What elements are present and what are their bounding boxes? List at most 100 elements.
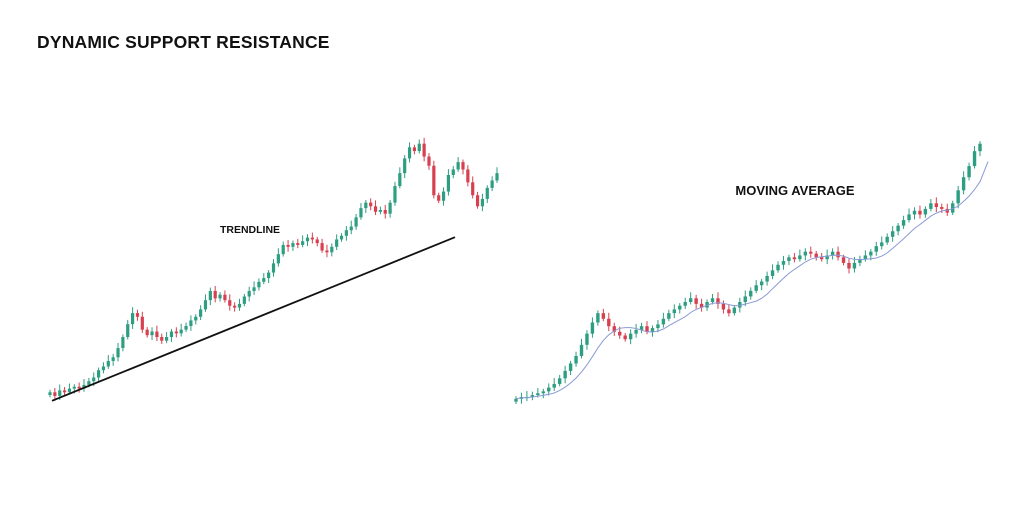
candle-body	[650, 328, 655, 332]
candle	[612, 322, 616, 336]
candle	[819, 253, 824, 262]
candle	[754, 280, 758, 294]
candle	[335, 234, 339, 251]
candle-body	[364, 202, 368, 209]
candle-body	[296, 243, 300, 245]
candle	[281, 241, 285, 257]
candle-body	[885, 236, 889, 243]
candle	[359, 203, 363, 220]
candle-body	[738, 302, 742, 308]
candle	[858, 255, 862, 267]
candle	[716, 292, 720, 309]
page-title: DYNAMIC SUPPORT RESISTANCE	[37, 32, 330, 52]
candle	[437, 192, 441, 204]
candle	[466, 165, 470, 187]
candle-body	[344, 230, 348, 236]
candle	[130, 307, 135, 330]
candle	[271, 259, 276, 277]
candle	[111, 353, 115, 366]
candle-body	[169, 331, 174, 338]
candle	[683, 297, 687, 309]
candle-body	[541, 391, 545, 394]
candle-body	[623, 335, 627, 340]
candle	[135, 309, 140, 321]
candle-body	[672, 309, 677, 314]
candle-body	[803, 251, 808, 256]
candle-body	[72, 386, 76, 389]
candle	[267, 270, 271, 283]
candle-body	[495, 173, 499, 181]
candle-body	[58, 390, 62, 396]
candle-body	[369, 202, 373, 207]
candle-body	[441, 191, 446, 201]
candle-body	[972, 151, 977, 167]
candle-body	[398, 173, 402, 187]
candle	[320, 238, 324, 253]
candle	[667, 309, 671, 322]
candle	[634, 323, 638, 338]
candle	[218, 292, 222, 302]
candle-body	[388, 202, 392, 214]
candle-body	[106, 360, 110, 367]
candle	[759, 278, 764, 291]
candle-body	[320, 243, 324, 251]
candle	[880, 236, 884, 250]
candle	[179, 323, 183, 337]
candle-body	[727, 309, 731, 314]
candle	[798, 249, 802, 262]
candle	[490, 176, 494, 192]
candle	[890, 226, 895, 242]
candle-body	[475, 195, 480, 207]
candle-body	[699, 303, 704, 308]
candle	[330, 243, 334, 257]
candle	[967, 162, 971, 181]
candle	[373, 200, 378, 216]
candle-body	[213, 290, 217, 299]
candle-body	[189, 320, 193, 326]
candle-body	[749, 290, 753, 297]
candle-body	[252, 287, 256, 291]
candle-body	[228, 300, 232, 306]
candle-body	[945, 208, 949, 213]
candle	[441, 187, 446, 206]
candle	[541, 388, 545, 399]
candle	[451, 166, 455, 179]
candle-body	[150, 331, 154, 336]
candle-body	[480, 198, 485, 207]
candle-body	[218, 294, 222, 299]
candle	[929, 199, 933, 212]
candle	[378, 206, 382, 215]
candle	[383, 204, 387, 219]
candle	[623, 332, 627, 342]
candle	[749, 287, 753, 300]
candle	[525, 391, 529, 402]
candle	[809, 246, 813, 258]
candle	[918, 205, 922, 219]
candle	[174, 327, 178, 338]
candle	[743, 290, 747, 307]
candles	[514, 141, 982, 405]
candle-body	[847, 262, 851, 269]
candle	[456, 157, 460, 172]
candle-body	[174, 331, 178, 334]
candle-body	[514, 398, 518, 402]
candle-body	[574, 356, 578, 364]
candle-body	[961, 177, 966, 191]
candle-body	[223, 294, 227, 301]
candle	[213, 285, 217, 303]
candle	[495, 167, 499, 183]
candle-body	[934, 203, 939, 208]
candle-body	[160, 337, 164, 341]
candle	[825, 249, 829, 265]
candle-body	[165, 337, 169, 341]
candle	[291, 240, 295, 251]
candle	[732, 304, 737, 316]
candle-body	[754, 285, 758, 291]
candle-body	[262, 278, 266, 282]
candle	[770, 264, 775, 280]
candle-body	[552, 383, 556, 388]
candle	[972, 146, 977, 169]
candle-body	[830, 251, 835, 256]
candle	[101, 362, 106, 374]
candle-body	[354, 217, 358, 227]
